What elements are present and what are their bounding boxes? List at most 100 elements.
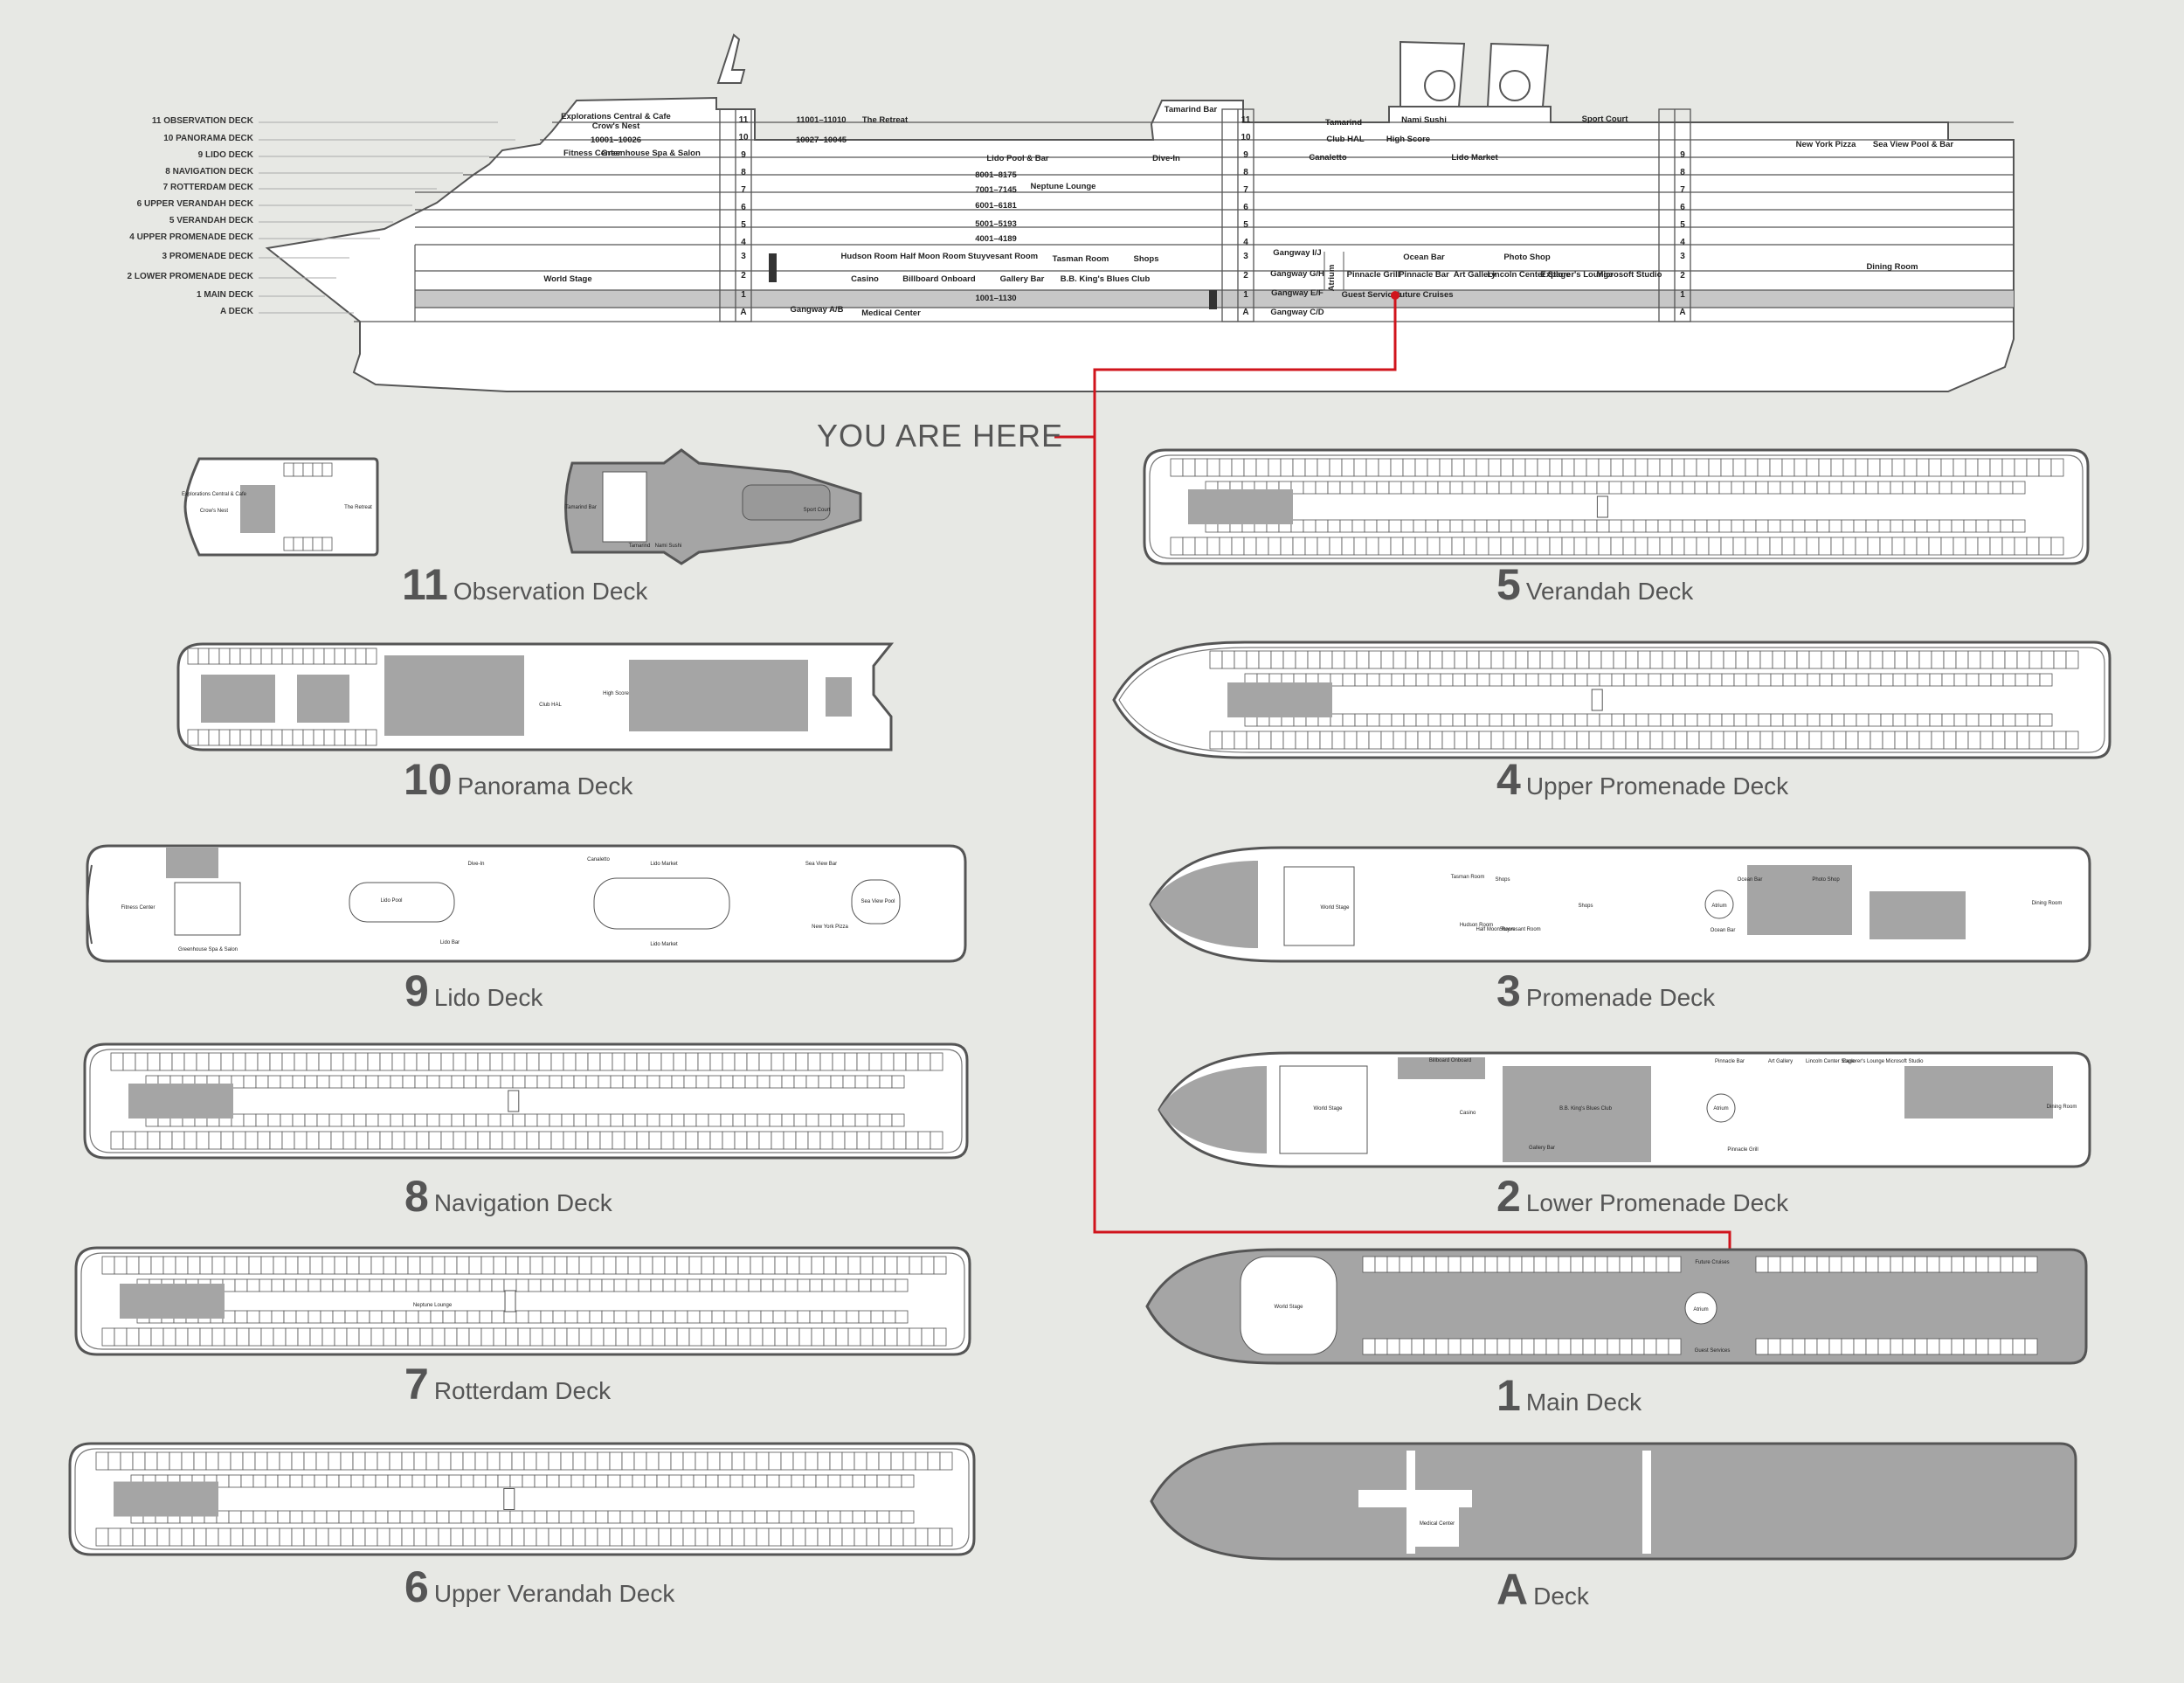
cabin (1610, 537, 1624, 556)
cabin (95, 1527, 109, 1547)
cabin (1488, 537, 1502, 556)
cabin (884, 1327, 898, 1347)
cabin (2041, 731, 2055, 750)
cabin (842, 1113, 856, 1127)
cabin (2015, 673, 2028, 687)
cabin (489, 1052, 503, 1071)
cabin (413, 1527, 427, 1547)
cabin (328, 1451, 342, 1471)
cabin (450, 1451, 464, 1471)
stair-deck-number: 11 (739, 115, 749, 125)
cabin (1415, 713, 1429, 727)
cabin (1686, 650, 1700, 669)
cabin (199, 1327, 213, 1347)
cabin (1527, 731, 1541, 750)
cabin (793, 1075, 807, 1089)
stair-deck-number: 4 (1680, 238, 1685, 247)
cabin (1792, 481, 1806, 495)
cabin (668, 1474, 682, 1488)
cabin (375, 1474, 389, 1488)
cabin (1643, 1338, 1657, 1355)
cabin (685, 1052, 699, 1071)
cabin (1818, 537, 1832, 556)
cabin (265, 1510, 279, 1524)
profile-venue-label: 6001–6181 (975, 201, 1017, 211)
cabin (901, 1474, 915, 1488)
cabin (879, 1075, 893, 1089)
venue-label: Casino (1460, 1111, 1476, 1116)
cabin (1466, 731, 1480, 750)
cabin (1496, 1256, 1510, 1273)
cabin (425, 1451, 439, 1471)
cabin (1804, 519, 1818, 533)
cabin (1439, 537, 1453, 556)
cabin (1647, 458, 1661, 477)
cabin (1657, 481, 1671, 495)
cabin (1243, 537, 1257, 556)
cabin (473, 1510, 487, 1524)
cabin (917, 1052, 931, 1071)
profile-deck-label: 10 PANORAMA DECK (163, 134, 253, 143)
cabin (1769, 537, 1783, 556)
cabin (1440, 673, 1454, 687)
cabin (1390, 537, 1404, 556)
cabin (708, 1113, 722, 1127)
cabin (1830, 458, 1844, 477)
cabin (1512, 537, 1526, 556)
cabin (1537, 537, 1551, 556)
cabin (1804, 481, 1818, 495)
cabin (1659, 458, 1673, 477)
cabin (460, 1474, 474, 1488)
cabin (497, 1474, 511, 1488)
cabin (1880, 673, 1894, 687)
cabin (737, 1327, 751, 1347)
cabin (634, 1075, 648, 1089)
cabin (1290, 519, 1304, 533)
cabin (2028, 731, 2042, 750)
cabin (205, 1527, 219, 1547)
cabin (522, 1474, 536, 1488)
stair-deck-number: 1 (741, 290, 746, 300)
cabin (405, 1310, 419, 1324)
stair-deck-number: 4 (741, 238, 746, 247)
cabin (487, 1075, 501, 1089)
cabin (1376, 481, 1390, 495)
cabin (1344, 731, 1358, 750)
cabin (1941, 713, 1955, 727)
cabin (292, 1075, 306, 1089)
cabin (393, 1310, 407, 1324)
cabin (175, 1327, 189, 1347)
cabin (1655, 1256, 1669, 1273)
cabin (474, 1451, 488, 1471)
cabin (893, 1052, 907, 1071)
cabin (428, 1052, 442, 1071)
cabin (1379, 713, 1393, 727)
cabin (1796, 731, 1810, 750)
cabin (1598, 458, 1612, 477)
cabin (540, 1310, 554, 1324)
cabin (1364, 481, 1378, 495)
cabin (340, 1451, 354, 1471)
cabin (1315, 481, 1329, 495)
cabin (1855, 458, 1869, 477)
venue-label: Stuyvesant Room (1499, 927, 1540, 932)
cabin (599, 1131, 613, 1150)
cabin (847, 1256, 861, 1275)
deck-title-a: A Deck (1496, 1564, 1589, 1615)
cabin (114, 1256, 128, 1275)
cabin (231, 1113, 245, 1127)
cabin (840, 1510, 854, 1524)
cabin (587, 1052, 601, 1071)
cabin (1955, 731, 1969, 750)
profile-venue-label: Greenhouse Spa & Salon (601, 149, 701, 158)
cabin (572, 1451, 586, 1471)
cabin (1437, 519, 1451, 533)
cabin (132, 1527, 146, 1547)
cabin (489, 1131, 503, 1150)
cabin (1463, 537, 1477, 556)
cabin (1622, 458, 1636, 477)
cabin (1645, 519, 1659, 533)
cabin (1437, 481, 1451, 495)
profile-venue-label: Casino (851, 274, 879, 284)
cabin (890, 1527, 904, 1547)
